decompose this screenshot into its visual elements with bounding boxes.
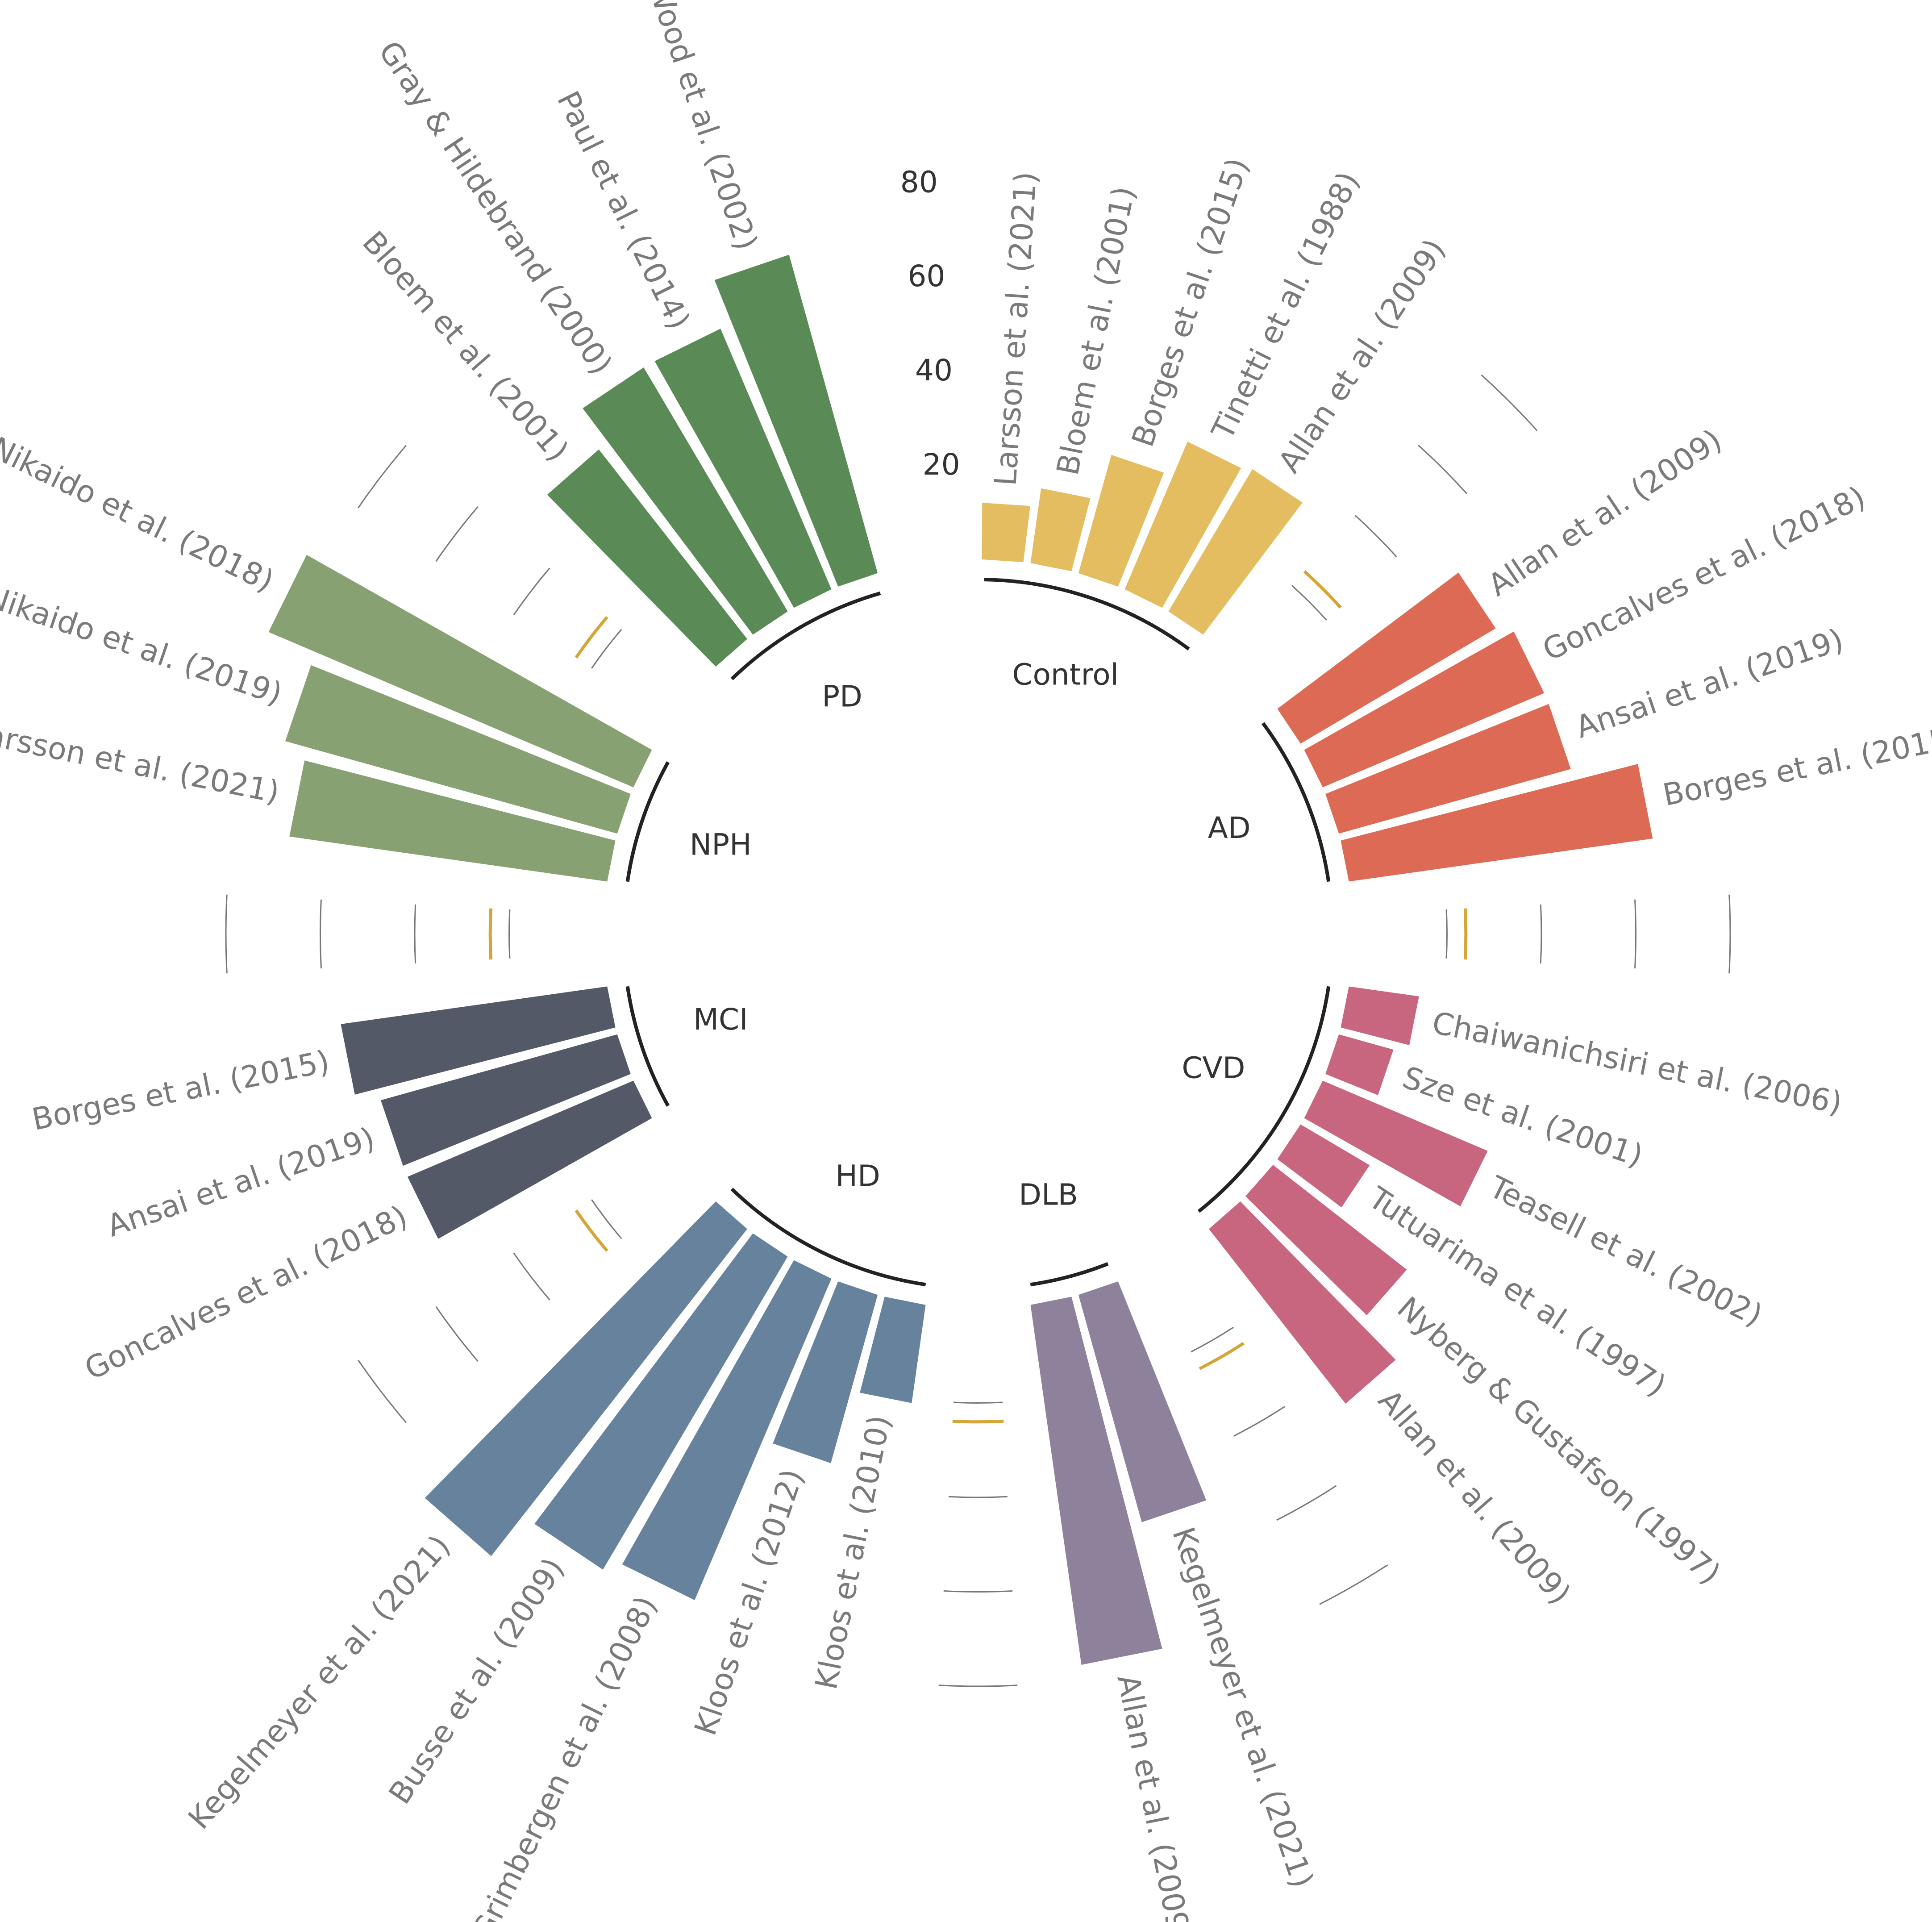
grid-line [513, 567, 550, 616]
grid-line [943, 1590, 1013, 1593]
reference-line [1463, 908, 1468, 960]
bar-label: Kegelmeyer et al. (2021) [1165, 1523, 1320, 1892]
group-arc [730, 1188, 926, 1287]
group-arc [1030, 1262, 1109, 1287]
grid-line [591, 1199, 622, 1239]
bar [1304, 631, 1545, 788]
group-label: AD [1208, 811, 1251, 845]
grid-line [225, 894, 228, 974]
bar [407, 1080, 652, 1239]
bar [1325, 1034, 1394, 1096]
reference-line [1199, 1342, 1245, 1370]
grid-line [414, 904, 416, 964]
tick-label: 60 [908, 259, 945, 293]
grid-line [1481, 374, 1538, 431]
bar-label: Wood et al. (2002) [640, 0, 764, 254]
group-arc [1262, 722, 1331, 882]
group-arc [984, 578, 1190, 650]
group-label: HD [835, 1159, 880, 1193]
bar [583, 367, 788, 635]
grid-line [358, 1359, 407, 1423]
grid-line [508, 909, 511, 959]
grid-line [1354, 515, 1397, 558]
tick-label: 40 [915, 353, 953, 388]
bar [1030, 488, 1091, 571]
group-label: CVD [1182, 1051, 1245, 1085]
bar-label: Nikaido et al. (2019) [0, 579, 287, 712]
bar-label: Larsson et al. (2021) [988, 171, 1044, 487]
bar [1277, 572, 1496, 744]
bar-label: Allan et al. (2009) [1110, 1672, 1198, 1922]
group-label: DLB [1019, 1177, 1078, 1212]
bar [1168, 469, 1303, 635]
grid-line [358, 445, 407, 509]
bar [341, 986, 616, 1095]
grid-line [1417, 444, 1468, 495]
bar [289, 760, 616, 882]
tick-label: 80 [900, 165, 938, 199]
bar [1325, 704, 1571, 834]
bar [425, 1201, 747, 1556]
reference-line [1303, 570, 1342, 609]
grid-line [435, 506, 479, 562]
group-arc [625, 986, 670, 1107]
grid-line [591, 629, 622, 669]
bar [1124, 442, 1241, 608]
bar [1209, 1201, 1396, 1404]
grid-line [1728, 894, 1731, 974]
bar [268, 555, 652, 788]
group-arc [625, 761, 670, 882]
group-label: Control [1012, 657, 1119, 692]
group-label: NPH [690, 827, 752, 862]
bar-label: Ansai et al. (2019) [103, 1121, 379, 1244]
group-arc [1197, 986, 1331, 1213]
group-arc [730, 591, 881, 680]
bar [285, 665, 631, 834]
bar [622, 1260, 832, 1601]
grid-line [1319, 1564, 1388, 1605]
grid-line [1191, 1326, 1234, 1353]
grid-line [1634, 899, 1636, 969]
grid-line [1445, 909, 1448, 959]
bar [982, 503, 1030, 563]
grid-line [435, 1306, 479, 1362]
reference-line [952, 1419, 1004, 1424]
bar [547, 449, 747, 667]
bar [1277, 1124, 1370, 1208]
bar [714, 254, 878, 587]
reference-line [575, 1209, 608, 1252]
tick-label: 20 [923, 447, 960, 482]
bar [773, 1281, 878, 1463]
group-label: MCI [693, 1002, 748, 1037]
bar [380, 1034, 631, 1166]
grid-line [1276, 1485, 1337, 1521]
bar [1030, 1297, 1162, 1665]
grid-line [513, 1252, 550, 1301]
group-label: PD [822, 680, 862, 714]
bar-label: Ansai et al. (2019) [1571, 622, 1848, 745]
reference-line [488, 908, 493, 960]
reference-line [575, 616, 608, 659]
bar-label: Nikaido et al. (2018) [0, 430, 279, 599]
bar [1078, 454, 1164, 587]
bar [1245, 1165, 1407, 1316]
grid-line [953, 1401, 1003, 1404]
grid-line [1291, 585, 1327, 621]
grid-line [938, 1684, 1018, 1687]
bar-label: Borges et al. (2015) [1660, 720, 1932, 813]
bar-label: Larsson et al. (2021) [0, 714, 282, 810]
bar [860, 1297, 926, 1403]
bar-label: Borges et al. (2015) [29, 1044, 332, 1138]
bar [1304, 1080, 1488, 1207]
bar [1341, 764, 1653, 882]
grid-line [1233, 1406, 1286, 1437]
bar [534, 1233, 788, 1570]
bar [654, 329, 832, 608]
bar [1078, 1281, 1207, 1522]
bar [1341, 986, 1419, 1045]
